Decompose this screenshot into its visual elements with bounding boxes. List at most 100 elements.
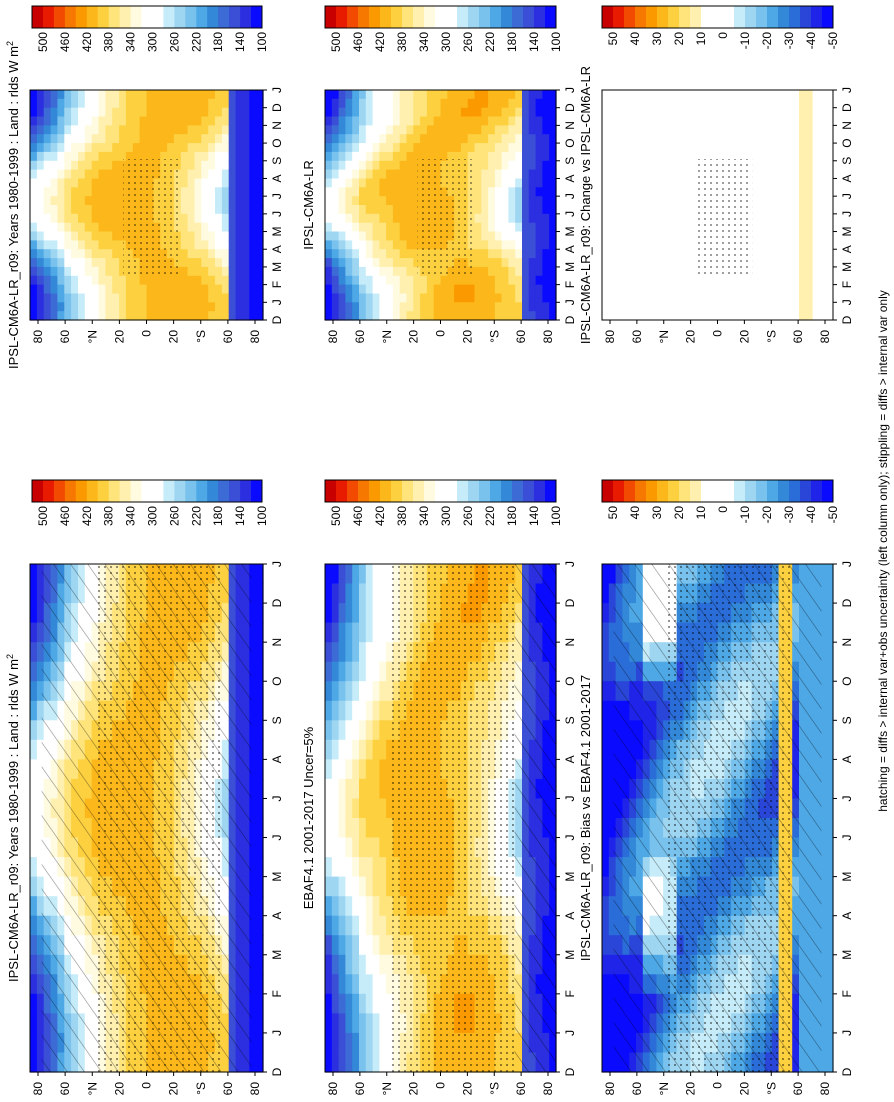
heat-cell <box>379 134 387 144</box>
month-tick-label: J <box>270 299 284 305</box>
heat-cell <box>515 90 523 100</box>
heat-cell <box>365 231 374 241</box>
heat-cell <box>208 293 216 303</box>
heat-cell <box>649 231 657 241</box>
heat-cell <box>208 284 216 294</box>
heat-cell <box>365 876 374 897</box>
heat-cell <box>608 178 617 188</box>
heat-cell <box>365 293 374 303</box>
heat-cell <box>528 125 537 135</box>
heat-cell <box>215 196 223 206</box>
heat-cell <box>433 125 442 135</box>
heat-cell <box>180 90 189 100</box>
heat-cell <box>379 98 387 109</box>
heat-cell <box>173 90 182 100</box>
heat-cell <box>379 564 387 585</box>
heat-cell <box>119 187 127 197</box>
heat-cell <box>36 143 45 153</box>
heat-cell <box>215 284 223 294</box>
heat-cell <box>71 116 79 126</box>
heat-cell <box>43 293 52 303</box>
heat-cell <box>36 876 45 897</box>
heat-cell <box>359 778 367 799</box>
heat-cell <box>359 293 367 303</box>
heat-cell <box>187 107 196 118</box>
heat-cell <box>167 90 175 100</box>
heat-cell <box>30 249 38 259</box>
heat-cell <box>338 213 346 224</box>
panel-title: IPSL-CM6A-LR_r09: Bias vs EBAF4.1 2001-2… <box>578 675 593 961</box>
heat-cell <box>386 231 394 241</box>
heat-cell <box>615 143 623 153</box>
heat-cell <box>153 293 161 303</box>
heat-cell <box>372 151 380 162</box>
heat-cell <box>501 266 509 277</box>
heat-cell <box>460 125 469 135</box>
heat-cell <box>481 151 489 162</box>
heat-cell <box>359 213 367 224</box>
heat-cell <box>602 1052 610 1073</box>
heat-cell <box>256 222 264 233</box>
heat-cell <box>399 90 408 100</box>
heat-cell <box>228 240 237 250</box>
heat-cell <box>602 818 610 839</box>
heat-cell <box>508 231 516 241</box>
heat-cell <box>636 275 644 286</box>
heat-cell <box>43 231 52 241</box>
heat-cell <box>359 661 367 682</box>
heat-cell <box>406 196 414 206</box>
heat-cell <box>338 778 346 799</box>
heat-cell <box>488 266 496 277</box>
heat-cell <box>481 302 489 312</box>
heat-cell <box>187 151 196 162</box>
heat-cell <box>105 107 113 118</box>
heat-cell <box>392 169 401 179</box>
heat-cell <box>669 293 678 303</box>
heat-cell <box>256 700 264 721</box>
heat-cell <box>642 187 651 197</box>
heat-cell <box>325 857 333 878</box>
heat-cell <box>508 213 516 224</box>
heat-cell <box>57 302 65 312</box>
heat-cell <box>622 98 630 109</box>
heat-cell <box>84 125 93 135</box>
heat-cell <box>50 90 59 100</box>
heat-cell <box>235 258 244 268</box>
heat-cell <box>372 107 380 118</box>
heat-cell <box>201 311 209 321</box>
heat-cell <box>331 258 340 268</box>
heat-cell <box>515 125 523 135</box>
heat-cell <box>215 125 223 135</box>
month-tick-label: D <box>563 103 577 112</box>
heat-cell <box>608 284 617 294</box>
heat-cell <box>331 876 340 897</box>
heat-cell <box>228 90 237 100</box>
heat-cell <box>615 249 623 259</box>
heat-cell <box>345 125 353 135</box>
heat-cell <box>433 311 442 321</box>
heat-cell <box>325 603 333 624</box>
heat-cell <box>187 196 196 206</box>
heat-cell <box>433 116 442 126</box>
month-tick-label: M <box>840 950 854 960</box>
heat-cell <box>249 249 257 259</box>
heat-cell <box>249 90 257 100</box>
heat-cell <box>84 231 93 241</box>
heat-cell <box>629 143 637 153</box>
heat-cell <box>535 143 543 153</box>
heat-cell <box>194 169 202 179</box>
heat-cell <box>352 222 360 233</box>
heat-cell <box>819 739 827 760</box>
heat-cell <box>352 178 360 188</box>
heat-cell <box>187 116 196 126</box>
heat-cell <box>84 187 93 197</box>
heat-cell <box>256 90 264 100</box>
heat-cell <box>180 249 189 259</box>
lat-tick-label: 20 <box>737 1082 751 1096</box>
heat-cell <box>474 213 482 224</box>
heat-cell <box>535 107 543 118</box>
heat-cell <box>187 213 196 224</box>
heat-cell <box>669 258 678 268</box>
heat-cell <box>629 187 637 197</box>
heat-cell <box>549 266 557 277</box>
